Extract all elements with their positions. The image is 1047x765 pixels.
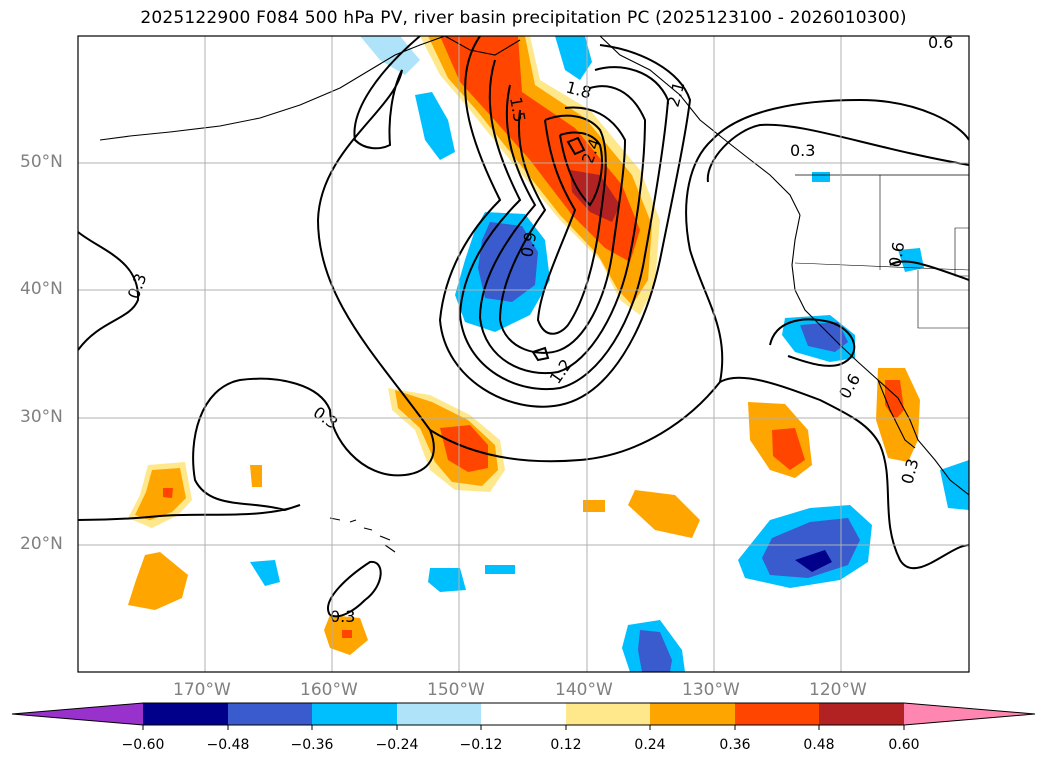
map-frame: [77, 35, 970, 673]
lon-label-120w: 120°W: [809, 680, 867, 700]
lon-label-130w: 130°W: [682, 680, 740, 700]
lat-label-40n: 40°N: [20, 279, 63, 299]
contour-label: 0.3: [124, 271, 151, 301]
contour-1.8: [536, 114, 607, 335]
colorbar-tick-label: −0.48: [206, 737, 250, 753]
contour-2.1: [559, 131, 603, 207]
precipitation-shading: [128, 36, 969, 672]
contour-2.4: [566, 136, 586, 156]
contour-label: 1.2: [546, 356, 576, 388]
pv-contours: [78, 36, 969, 618]
lon-label-140w: 140°W: [555, 680, 613, 700]
contour-1.2: [478, 84, 647, 375]
lon-label-160w: 160°W: [300, 680, 358, 700]
contour-label: 0.3: [790, 141, 815, 160]
contour-label: 0.3: [898, 457, 923, 487]
contour-0.9: [458, 59, 670, 391]
colorbar-tick-label: 0.48: [803, 737, 835, 753]
colorbar-tick-label: −0.36: [290, 737, 334, 753]
contour-1.5: [498, 106, 627, 354]
colorbar-tick-label: −0.60: [121, 737, 165, 753]
colorbar-tick-label: 0.12: [550, 737, 582, 753]
contour-0.3-main: [78, 36, 435, 521]
lat-label-50n: 50°N: [20, 152, 63, 172]
colorbar-tick-label: 0.24: [634, 737, 666, 753]
colorbar-tick-label: −0.24: [375, 737, 419, 753]
colorbar-tick-label: −0.12: [459, 737, 503, 753]
colorbar-tick-label: 0.60: [888, 737, 920, 753]
contour-label: 0.9: [517, 230, 540, 258]
contour-label: 0.3: [330, 607, 355, 626]
lon-label-150w: 150°W: [427, 680, 485, 700]
contour-label: 0.6: [835, 370, 864, 402]
contour-label: 0.6: [928, 33, 953, 52]
contour-label: 1.5: [506, 95, 529, 123]
coastlines: [99, 36, 969, 553]
lat-label-20n: 20°N: [20, 534, 63, 554]
colorbar: [11, 702, 1036, 730]
contour-label: 0.6: [885, 240, 908, 268]
colorbar-tick-label: 0.36: [719, 737, 751, 753]
lon-label-170w: 170°W: [173, 680, 231, 700]
map-title: 2025122900 F084 500 hPa PV, river basin …: [140, 8, 907, 28]
contour-0.6: [438, 36, 692, 408]
lat-label-30n: 30°N: [20, 407, 63, 427]
gridlines: [78, 36, 969, 672]
